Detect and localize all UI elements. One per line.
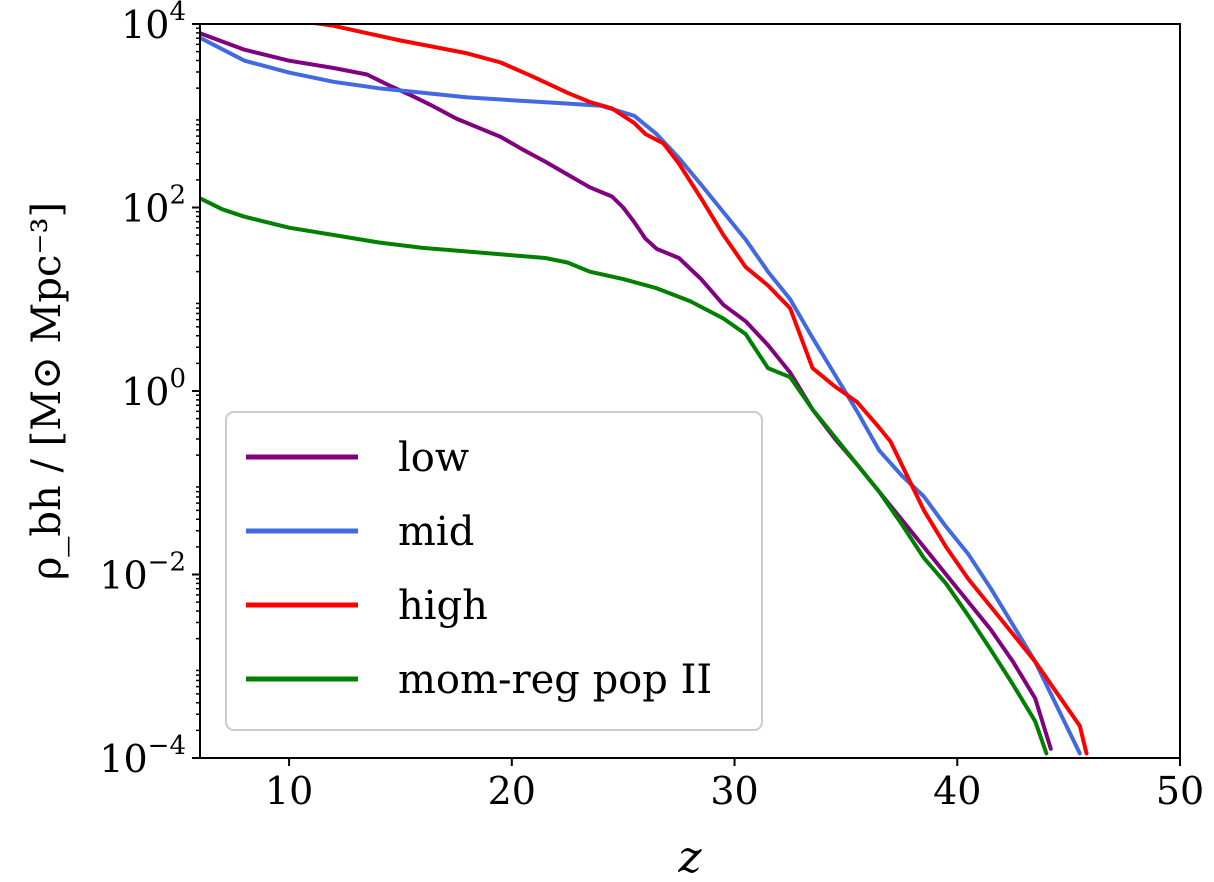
y-tick-label-base: 10 <box>121 187 169 231</box>
y-tick-label-exponent: −2 <box>148 548 186 578</box>
x-tick-label: 20 <box>488 769 536 813</box>
y-tick-label: 104 <box>121 0 186 47</box>
y-tick-label-base: 10 <box>99 737 147 781</box>
y-tick-label: 10−2 <box>99 548 186 598</box>
legend-label: mid <box>398 509 474 555</box>
series-layer <box>200 24 1089 756</box>
y-tick-label: 10−4 <box>99 731 186 781</box>
y-axis-label: ρ_bh / [M⊙ Mpc⁻³] <box>24 202 70 580</box>
legend-label: high <box>398 583 488 629</box>
y-tick-label-base: 10 <box>99 554 147 598</box>
legend: low mid high mom-reg pop II <box>225 411 763 731</box>
y-tick-label-exponent: 2 <box>169 181 186 211</box>
y-tick-label: 102 <box>121 181 186 231</box>
y-tick-label-exponent: −4 <box>148 731 186 761</box>
y-tick-label-exponent: 4 <box>169 0 186 27</box>
series-line-low <box>200 31 1053 751</box>
y-tick-label-exponent: 0 <box>169 364 186 394</box>
series-line-high <box>307 24 1089 756</box>
legend-label: mom-reg pop II <box>398 657 712 703</box>
x-tick-label: 40 <box>933 769 981 813</box>
x-tick-label: 50 <box>1156 769 1204 813</box>
legend-items: low mid high mom-reg pop II <box>246 435 712 703</box>
legend-label: low <box>398 435 469 481</box>
y-tick-label: 100 <box>121 364 186 414</box>
series-line-mid <box>200 35 1082 756</box>
series-line-mom-reg-pop-ii <box>200 196 1049 756</box>
x-axis-label: z <box>677 832 702 882</box>
y-tick-label-base: 10 <box>121 3 169 47</box>
x-axis: 10 20 30 40 50 <box>265 758 1204 813</box>
x-tick-label: 10 <box>265 769 313 813</box>
y-tick-label-base: 10 <box>121 370 169 414</box>
legend-box <box>225 411 763 731</box>
x-tick-label: 30 <box>710 769 758 813</box>
